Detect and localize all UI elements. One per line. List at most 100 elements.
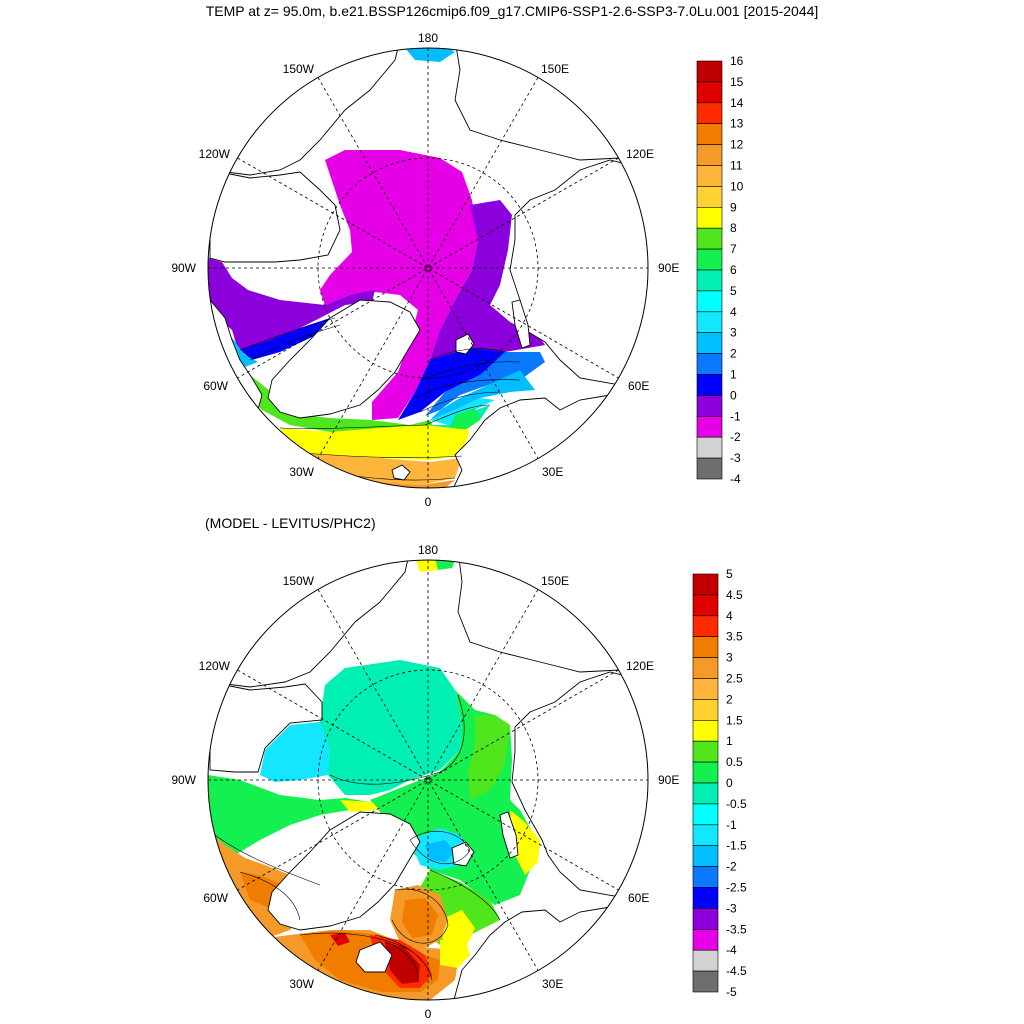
colorbar-top-label: 11 (730, 159, 743, 173)
barents-cyan-field (430, 370, 535, 420)
colorbar-top-swatch (696, 165, 723, 187)
baffin-purple-field (208, 258, 375, 352)
atlantic-green-field (245, 375, 440, 442)
colorbar-top-swatch (696, 227, 723, 250)
norwegian-darkorange-anomaly (402, 898, 438, 938)
lon-label-60w-bottom: 60W (203, 891, 228, 905)
lon-label-0-bottom: 0 (425, 1007, 432, 1021)
map-boundary-bottom (207, 559, 649, 1001)
colorbar-bottom-label: 4 (726, 609, 733, 623)
lon-label-120w: 120W (199, 147, 231, 161)
colorbar-top-label: 8 (730, 221, 737, 235)
colorbar-top-swatch (696, 144, 723, 166)
colorbar-bottom-swatch (692, 636, 719, 658)
lon-label-150w: 150W (283, 62, 315, 76)
colorbar-top-swatch (696, 457, 723, 480)
colorbar-bottom-swatch (692, 928, 719, 951)
barents-blue-field (398, 348, 520, 420)
bering-cyan-patch (405, 48, 455, 62)
map-boundary (207, 47, 649, 489)
colorbar-top-swatch (696, 415, 723, 438)
colorbar-bottom-swatch (692, 908, 719, 930)
colorbar-top-label: 15 (730, 75, 744, 89)
norwegian-sea-cyan (430, 398, 495, 425)
colorbar-top-swatch (696, 269, 723, 292)
colorbar-bottom-swatch (692, 657, 719, 679)
lon-label-150w-bottom: 150W (283, 574, 315, 588)
lon-label-60w: 60W (203, 379, 228, 393)
colorbar-top-label: 16 (730, 54, 744, 68)
colorbar-top-label: 9 (730, 200, 737, 214)
atlantic-yellow-east (440, 938, 470, 968)
lon-label-120e-bottom: 120E (626, 659, 654, 673)
difference-title: (MODEL - LEVITUS/PHC2) (205, 515, 376, 531)
colorbar-bottom-label: -2.5 (726, 881, 747, 895)
colorbar-top-swatch (696, 60, 723, 83)
atlantic-darkred-anomaly (385, 942, 420, 984)
colorbar-top-label: 5 (730, 284, 737, 298)
colorbar-bottom-swatch (692, 740, 719, 763)
lon-label-150e: 150E (541, 62, 569, 76)
novaya-zemlya-land (511, 299, 531, 349)
colorbar-bottom-swatch (692, 720, 719, 742)
graticule (208, 48, 648, 488)
colorbar-top-label: 14 (730, 96, 744, 110)
colorbar-top-swatch (696, 311, 723, 333)
colorbar-bottom-label: 1 (726, 734, 733, 748)
baffin-yellow-strip (340, 800, 380, 812)
colorbar-top-label: -1 (730, 409, 741, 423)
colorbar-bottom-swatch (692, 594, 719, 617)
colorbar-bottom-swatch (692, 615, 719, 637)
colorbar-bottom-swatch (692, 866, 719, 888)
bering-yellow-patch (415, 560, 438, 572)
canada-land-bottom (209, 681, 323, 773)
colorbar-bottom-swatch (692, 699, 719, 721)
colorbar-top-label: 3 (730, 326, 737, 340)
colorbar-bottom-swatch (692, 824, 719, 846)
iceland-land-bottom (355, 941, 393, 973)
colorbar-bottom-label: -4.5 (726, 964, 747, 978)
colorbar-bottom-label: 4.5 (726, 588, 743, 602)
arctic-basin-anomaly (320, 660, 462, 795)
colorbar-top-swatch (696, 353, 723, 375)
lon-label-30e-bottom: 30E (542, 977, 563, 991)
kara-yellow-anomaly (510, 810, 540, 875)
colorbar-bottom-swatch (692, 803, 719, 826)
lon-label-180-bottom: 180 (418, 543, 438, 557)
siberia-land-bottom (511, 671, 648, 903)
colorbar-bottom-label: -3.5 (726, 922, 747, 936)
colorbar-top-label: 12 (730, 138, 744, 152)
colorbar-bottom-swatch (692, 678, 719, 700)
colorbar-top-label: -2 (730, 430, 741, 444)
lon-label-120w-bottom: 120W (199, 659, 231, 673)
colorbar-top-label: 0 (730, 388, 737, 402)
eurasian-basin-field (430, 200, 545, 360)
greenland-land (267, 299, 421, 419)
lon-label-30e: 30E (542, 465, 563, 479)
colorbar-bottom-swatch (692, 782, 719, 805)
barents-lightblue-field (425, 352, 545, 416)
lon-label-90w-bottom: 90W (171, 773, 196, 787)
colorbar-top-label: 1 (730, 368, 737, 382)
colorbar-top-swatch (696, 290, 723, 313)
colorbar-bottom-label: -5 (726, 985, 737, 999)
atlantic-small-red-patch (330, 933, 350, 946)
colorbar-top-swatch (696, 207, 723, 229)
colorbar-top-label: 10 (730, 179, 744, 193)
colorbar-bottom-label: 2.5 (726, 672, 743, 686)
lon-label-30w: 30W (289, 465, 314, 479)
colorbar-bottom-label: 1.5 (726, 713, 743, 727)
colorbar-bottom-swatch (692, 761, 719, 784)
colorbar-bottom-label: -0.5 (726, 797, 747, 811)
lon-label-90e: 90E (658, 261, 679, 275)
barents-blue-anomaly (425, 840, 455, 862)
colorbar-bottom-label: -1.5 (726, 839, 747, 853)
colorbar-bottom-label: 5 (726, 567, 733, 581)
colorbar-top-label: 6 (730, 263, 737, 277)
colorbar-bottom-label: 0.5 (726, 755, 743, 769)
colorbar-bottom-label: 3 (726, 651, 733, 665)
baffin-green-anomaly (208, 775, 370, 855)
laptev-lime-anomaly (468, 715, 510, 800)
colorbar-bottom-label: 3.5 (726, 630, 743, 644)
